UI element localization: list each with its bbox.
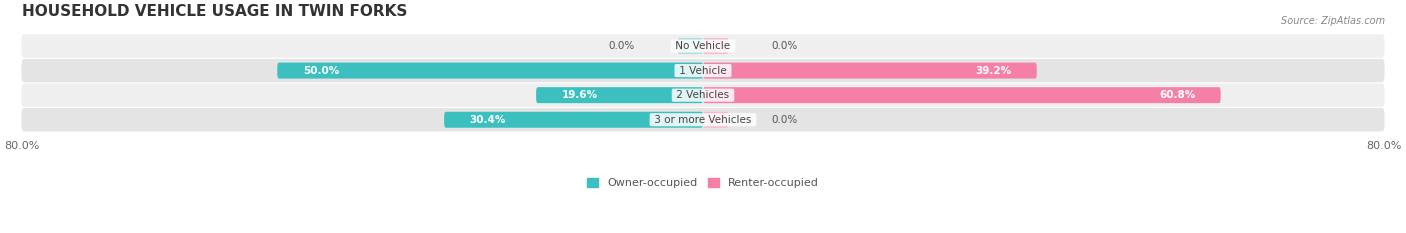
Text: Source: ZipAtlas.com: Source: ZipAtlas.com <box>1281 16 1385 26</box>
FancyBboxPatch shape <box>536 87 703 103</box>
FancyBboxPatch shape <box>444 112 703 128</box>
FancyBboxPatch shape <box>21 108 1385 131</box>
Text: 0.0%: 0.0% <box>770 115 797 125</box>
Text: 19.6%: 19.6% <box>561 90 598 100</box>
Text: 1 Vehicle: 1 Vehicle <box>676 66 730 75</box>
Text: 3 or more Vehicles: 3 or more Vehicles <box>651 115 755 125</box>
FancyBboxPatch shape <box>277 63 703 79</box>
FancyBboxPatch shape <box>703 38 728 54</box>
FancyBboxPatch shape <box>21 83 1385 107</box>
FancyBboxPatch shape <box>703 63 1036 79</box>
FancyBboxPatch shape <box>703 112 728 128</box>
Legend: Owner-occupied, Renter-occupied: Owner-occupied, Renter-occupied <box>586 178 820 188</box>
Text: 2 Vehicles: 2 Vehicles <box>673 90 733 100</box>
Text: 39.2%: 39.2% <box>976 66 1011 75</box>
FancyBboxPatch shape <box>678 38 703 54</box>
FancyBboxPatch shape <box>703 87 1220 103</box>
Text: No Vehicle: No Vehicle <box>672 41 734 51</box>
Text: 60.8%: 60.8% <box>1159 90 1195 100</box>
Text: 30.4%: 30.4% <box>470 115 506 125</box>
FancyBboxPatch shape <box>21 34 1385 58</box>
Text: HOUSEHOLD VEHICLE USAGE IN TWIN FORKS: HOUSEHOLD VEHICLE USAGE IN TWIN FORKS <box>22 4 408 19</box>
Text: 0.0%: 0.0% <box>770 41 797 51</box>
Text: 0.0%: 0.0% <box>609 41 636 51</box>
Text: 50.0%: 50.0% <box>302 66 339 75</box>
FancyBboxPatch shape <box>21 59 1385 82</box>
